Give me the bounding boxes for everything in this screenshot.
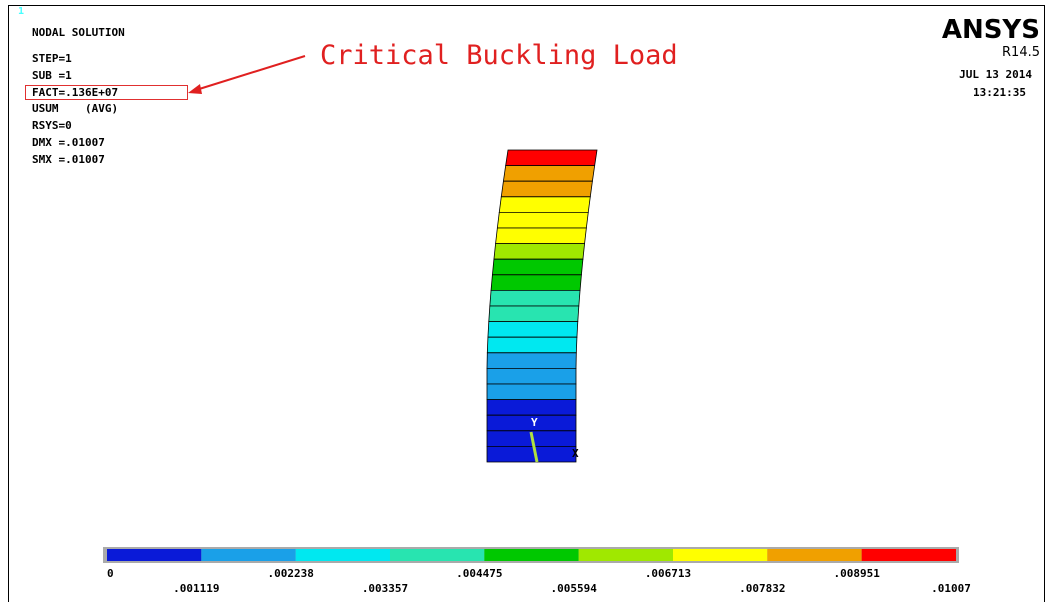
triad-y: Y: [531, 416, 538, 429]
legend-swatch: [201, 549, 295, 561]
column-segment: [491, 275, 581, 291]
legend-label: .007832: [739, 582, 785, 595]
legend-label: .003357: [362, 582, 408, 595]
column-segment: [492, 259, 583, 275]
legend-label: .004475: [456, 567, 502, 580]
legend-label: .005594: [550, 582, 597, 595]
legend-swatch: [579, 549, 673, 561]
triad-x: X: [572, 447, 579, 460]
column-segment: [497, 212, 588, 228]
info-line: DMX =.01007: [32, 136, 105, 149]
column-segment: [489, 306, 579, 322]
legend-label: .008951: [833, 567, 880, 580]
legend-label: 0: [107, 567, 114, 580]
legend-swatch: [673, 549, 767, 561]
column-segment: [487, 337, 577, 353]
column-segment: [488, 322, 578, 338]
column-segment: [494, 244, 585, 260]
info-line: RSYS=0: [32, 119, 72, 132]
column-segment: [487, 400, 576, 416]
column-segment: [490, 290, 580, 306]
info-line: SUB =1: [32, 69, 72, 82]
column-segment: [499, 197, 590, 213]
legend-label: .001119: [173, 582, 219, 595]
column-segment: [501, 181, 592, 197]
legend-swatch: [862, 549, 956, 561]
info-line: STEP=1: [32, 52, 72, 65]
legend-swatch: [296, 549, 390, 561]
legend-label: .002238: [267, 567, 313, 580]
info-line: FACT=.136E+07: [32, 86, 118, 99]
info-line: NODAL SOLUTION: [32, 26, 125, 39]
legend-swatch: [390, 549, 484, 561]
time: 13:21:35: [973, 86, 1026, 99]
date: JUL 13 2014: [959, 68, 1032, 81]
legend-swatch: [767, 549, 861, 561]
legend-swatch: [484, 549, 578, 561]
column-segment: [496, 228, 587, 244]
column-segment: [506, 150, 597, 166]
column-segment: [487, 446, 576, 462]
info-line: SMX =.01007: [32, 153, 105, 166]
column-segment: [503, 166, 594, 182]
legend-swatch: [107, 549, 201, 561]
info-line: USUM (AVG): [32, 102, 118, 115]
column-segment: [487, 368, 576, 384]
annotation: Critical Buckling Load: [320, 40, 678, 71]
release: R14.5: [1002, 45, 1040, 60]
column-segment: [487, 384, 576, 400]
legend-label: .006713: [645, 567, 691, 580]
logo: ANSYS: [942, 15, 1040, 45]
column-segment: [487, 353, 576, 369]
ansys-window: 1 NODAL SOLUTION STEP=1 SUB =1 FACT=.136E+0…: [0, 0, 1051, 602]
window-number: 1: [18, 6, 24, 17]
legend-label: .01007: [931, 582, 971, 595]
